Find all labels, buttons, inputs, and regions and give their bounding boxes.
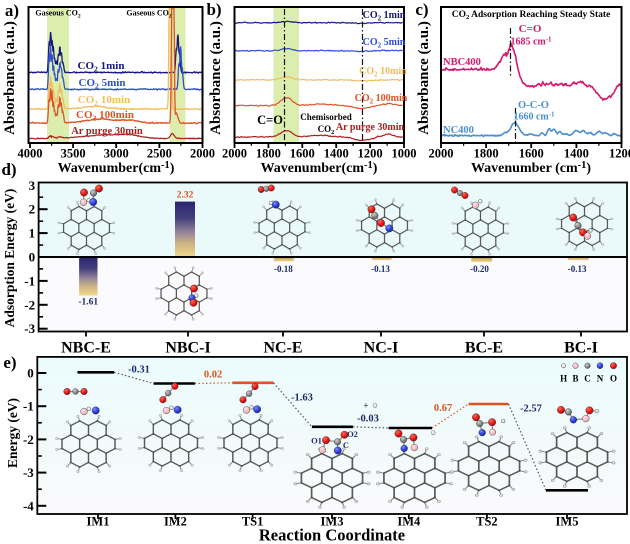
svg-text:NBC400: NBC400: [443, 57, 481, 68]
svg-text:2000: 2000: [222, 147, 247, 161]
svg-text:Energy (eV): Energy (eV): [5, 398, 20, 468]
svg-text:NC-I: NC-I: [364, 340, 399, 357]
svg-text:0.02: 0.02: [204, 370, 222, 381]
svg-text:CO2 10min: CO2 10min: [359, 66, 407, 79]
svg-text:2500: 2500: [147, 147, 172, 161]
svg-text:-1.61: -1.61: [78, 298, 98, 308]
svg-text:2.32: 2.32: [177, 191, 194, 201]
svg-text:Ar purge 30min: Ar purge 30min: [336, 122, 405, 133]
svg-text:C=O: C=O: [519, 23, 542, 35]
svg-text:NC-E: NC-E: [263, 340, 302, 357]
svg-text:-2: -2: [23, 432, 34, 447]
svg-text:Gaseous CO2: Gaseous CO2: [35, 9, 80, 20]
svg-text:c): c): [415, 0, 428, 19]
svg-text:3000: 3000: [104, 147, 129, 161]
svg-text:-0.13: -0.13: [568, 264, 587, 274]
svg-text:Gaseous CO2: Gaseous CO2: [126, 9, 171, 20]
svg-text:0: 0: [27, 366, 34, 381]
svg-text:CO2 Adsorption Reaching Steady: CO2 Adsorption Reaching Steady State: [452, 10, 611, 21]
svg-text:e): e): [3, 353, 16, 372]
svg-text:O-C-O: O-C-O: [518, 100, 549, 111]
svg-text:BC-E: BC-E: [465, 340, 503, 357]
svg-text:TS1: TS1: [242, 515, 264, 529]
svg-text:CO2 5min: CO2 5min: [79, 77, 126, 91]
svg-text:Ar purge 30min: Ar purge 30min: [71, 126, 143, 137]
svg-text:1400: 1400: [324, 147, 349, 161]
svg-text:1685 cm-1: 1685 cm-1: [510, 36, 552, 48]
svg-text:CO2 1min: CO2 1min: [78, 60, 125, 74]
svg-text:N: N: [597, 374, 604, 384]
svg-text:-0.03: -0.03: [357, 414, 379, 425]
svg-text:-0.13: -0.13: [371, 264, 390, 274]
svg-text:Wavenumber(cm-1): Wavenumber(cm-1): [261, 160, 378, 176]
svg-text:NBC-I: NBC-I: [165, 340, 210, 357]
svg-text:-4: -4: [23, 498, 34, 513]
svg-text:-3: -3: [24, 321, 35, 336]
svg-text:Absorbance (a.u.): Absorbance (a.u.): [416, 21, 432, 135]
svg-text:-1.63: -1.63: [291, 393, 313, 404]
svg-text:d): d): [1, 160, 16, 179]
svg-text:1600: 1600: [519, 147, 544, 161]
svg-text:IM4: IM4: [397, 515, 421, 529]
svg-text:B: B: [572, 374, 578, 384]
svg-text:-1: -1: [24, 273, 35, 288]
svg-text:O1: O1: [311, 436, 322, 446]
svg-text:2000: 2000: [429, 147, 454, 161]
svg-text:Absorbance (a.u.): Absorbance (a.u.): [208, 21, 224, 135]
svg-text:IM3: IM3: [321, 515, 344, 529]
svg-text:0.67: 0.67: [434, 403, 452, 414]
svg-text:TS2: TS2: [476, 515, 498, 529]
svg-text:C=O: C=O: [257, 113, 283, 127]
svg-text:CO2: CO2: [318, 124, 335, 136]
svg-text:H: H: [560, 374, 567, 384]
svg-text:Wavenumber(cm-1): Wavenumber(cm-1): [58, 160, 175, 176]
svg-text:1: 1: [29, 226, 36, 241]
svg-text:C: C: [584, 374, 591, 384]
svg-text:1600: 1600: [290, 147, 315, 161]
svg-text:-0.20: -0.20: [470, 264, 489, 274]
svg-text:3: 3: [29, 178, 36, 193]
svg-text:-0.18: -0.18: [274, 264, 293, 274]
svg-text:Absorbance (a.u.): Absorbance (a.u.): [2, 21, 18, 135]
svg-text:BC-I: BC-I: [564, 340, 598, 357]
svg-text:-1: -1: [23, 399, 34, 414]
svg-text:Chemisorbed: Chemisorbed: [300, 112, 352, 122]
svg-text:Reaction Coordinate: Reaction Coordinate: [259, 526, 405, 544]
svg-text:Wavenumber (cm-1): Wavenumber (cm-1): [471, 160, 591, 176]
svg-text:b): b): [206, 0, 221, 19]
svg-text:O: O: [610, 374, 617, 384]
svg-text:1000: 1000: [392, 147, 417, 161]
svg-text:2: 2: [29, 202, 36, 217]
svg-text:-3: -3: [23, 465, 34, 480]
svg-text:CO2 1min: CO2 1min: [363, 10, 406, 23]
svg-text:IM5: IM5: [556, 515, 579, 529]
svg-text:CO2 100min: CO2 100min: [76, 109, 134, 123]
svg-text:-2: -2: [24, 297, 35, 312]
svg-text:1800: 1800: [256, 147, 281, 161]
svg-text:CO2 100min: CO2 100min: [355, 93, 408, 106]
svg-text:4000: 4000: [18, 147, 43, 161]
svg-text:IM1: IM1: [87, 515, 110, 529]
svg-text:a): a): [5, 1, 19, 20]
svg-text:CO2 5min: CO2 5min: [363, 37, 406, 50]
svg-text:IM2: IM2: [164, 515, 187, 529]
svg-text:1200: 1200: [358, 147, 383, 161]
svg-text:1660 cm-1: 1660 cm-1: [513, 111, 555, 123]
svg-text:NC400: NC400: [443, 125, 474, 136]
svg-text:-0.31: -0.31: [128, 365, 150, 376]
svg-text:-2.57: -2.57: [520, 404, 542, 415]
svg-text:Adsorption Energy (eV): Adsorption Energy (eV): [2, 189, 17, 328]
svg-text:O2: O2: [347, 429, 358, 439]
svg-text:1800: 1800: [474, 147, 499, 161]
svg-text:NBC-E: NBC-E: [61, 340, 111, 357]
svg-text:+: +: [363, 401, 368, 411]
svg-text:C: C: [343, 440, 349, 450]
svg-text:2000: 2000: [190, 147, 215, 161]
svg-text:1200: 1200: [609, 147, 630, 161]
svg-text:0: 0: [29, 250, 36, 265]
svg-text:1400: 1400: [564, 147, 589, 161]
svg-text:CO2 10min: CO2 10min: [78, 94, 130, 108]
svg-text:3500: 3500: [61, 147, 86, 161]
